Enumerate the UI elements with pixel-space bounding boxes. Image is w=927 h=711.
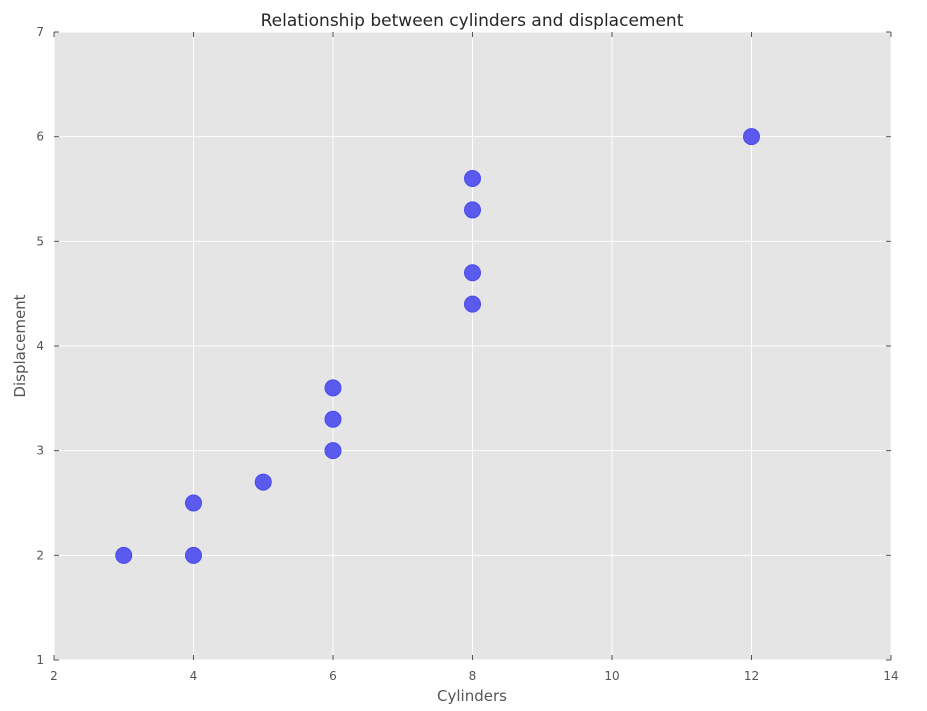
- x-tick-label: 8: [469, 669, 477, 683]
- data-point: [185, 546, 202, 564]
- y-tick-label: 6: [36, 130, 44, 144]
- data-point: [254, 473, 272, 491]
- x-tick-label: 4: [190, 669, 198, 683]
- data-point: [115, 546, 133, 564]
- y-tick-label: 2: [36, 548, 44, 562]
- data-point: [324, 442, 342, 460]
- x-tick-label: 6: [329, 669, 337, 683]
- data-point: [464, 170, 481, 188]
- data-point: [185, 494, 202, 512]
- x-tick-label: 10: [604, 669, 619, 683]
- data-point: [324, 410, 342, 428]
- y-tick-label: 7: [36, 25, 44, 39]
- data-point: [464, 264, 481, 282]
- data-point: [743, 128, 760, 146]
- y-axis-label: Displacement: [11, 294, 29, 397]
- y-tick-label: 4: [36, 339, 44, 353]
- data-point: [464, 201, 481, 219]
- data-points: [115, 128, 760, 564]
- x-axis-label: Cylinders: [437, 687, 507, 705]
- x-tick-label: 14: [883, 669, 898, 683]
- data-point: [464, 295, 481, 313]
- x-tick-label: 2: [50, 669, 58, 683]
- y-tick-label: 5: [36, 234, 44, 248]
- data-point: [324, 379, 342, 397]
- y-tick-label: 3: [36, 444, 44, 458]
- x-tick-label: 12: [744, 669, 759, 683]
- chart-title: Relationship between cylinders and displ…: [261, 11, 684, 31]
- y-tick-label: 1: [36, 653, 44, 667]
